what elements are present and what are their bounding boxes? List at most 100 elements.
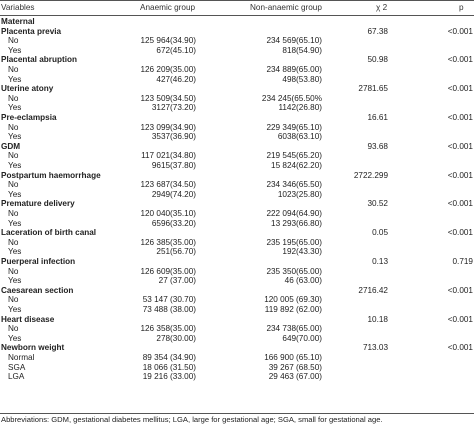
non-anaemic-cell: 120 005 (69.30) (264, 295, 322, 305)
group-label: Puerperal infection (1, 257, 76, 266)
non-anaemic-cell: 29 463 (67.00) (268, 372, 322, 382)
chi2-cell: 50.98 (367, 55, 389, 65)
anaemic-cell: 27 (37.00) (158, 276, 196, 286)
non-anaemic-cell: 119 892 (62.00) (264, 305, 322, 314)
row-label: Yes (8, 132, 22, 142)
non-anaemic-cell: 13 293(66.80) (271, 218, 322, 228)
p-cell: <0.001 (447, 141, 473, 151)
row-label: Normal (8, 353, 35, 362)
row-label: No (8, 295, 19, 305)
header-cell: p (459, 3, 464, 12)
group-label: Caesarean section (1, 285, 74, 295)
anaemic-cell: 123 687(34.50) (140, 180, 196, 190)
group-label: Premature delivery (1, 199, 75, 209)
anaemic-cell: 73 488 (38.00) (142, 305, 196, 314)
anaemic-cell: 19 216 (33.00) (142, 372, 196, 382)
row-label: No (8, 180, 19, 190)
anaemic-cell: 2949(74.20) (151, 189, 196, 199)
p-cell: <0.001 (447, 228, 473, 238)
row-label: No (8, 122, 19, 132)
non-anaemic-cell: 234 346(65.50) (266, 180, 322, 190)
header-rule (0, 15, 474, 16)
bottom-rule (0, 413, 474, 414)
row-label: Yes (8, 103, 22, 113)
non-anaemic-cell: 234 245(65.50% (261, 93, 322, 103)
row-label: No (8, 324, 19, 334)
chi2-cell: 30.52 (367, 199, 389, 209)
anaemic-cell: 89 354 (34.90) (142, 353, 196, 362)
row-label: Yes (8, 74, 22, 84)
anaemic-cell: 126 358(35.00) (140, 324, 196, 334)
anaemic-cell: 427(46.20) (156, 74, 196, 84)
anaemic-cell: 3537(36.90) (151, 132, 196, 142)
chi2-cell: 0.13 (372, 257, 388, 266)
row-label: No (8, 151, 19, 161)
row-label: No (8, 266, 19, 276)
non-anaemic-cell: 222 094(64.90) (266, 209, 322, 218)
non-anaemic-cell: 192(43.30) (282, 247, 322, 257)
anaemic-cell: 251(56.70) (156, 247, 196, 257)
header-cell: Variables (1, 3, 35, 12)
non-anaemic-cell: 39 267 (68.50) (268, 362, 322, 372)
anaemic-cell: 9615(37.80) (151, 161, 196, 170)
group-label: Newborn weight (1, 343, 65, 353)
chi2-cell: 2716.42 (358, 285, 388, 295)
row-label: Yes (8, 161, 22, 170)
chi2-cell: 2781.65 (358, 84, 388, 94)
row-label: Yes (8, 276, 22, 286)
p-cell: 0.719 (452, 257, 474, 266)
chi2-cell: 16.61 (367, 113, 389, 122)
p-cell: <0.001 (447, 113, 473, 122)
row-label: No (8, 237, 19, 247)
row-label: No (8, 36, 19, 46)
anaemic-cell: 123 099(34.90) (140, 122, 196, 132)
non-anaemic-cell: 235 195(65.00) (266, 237, 322, 247)
group-label: Heart disease (1, 314, 55, 324)
non-anaemic-cell: 649(70.00) (282, 333, 322, 343)
header-cell: χ 2 (376, 3, 388, 12)
non-anaemic-cell: 235 350(65.00) (266, 266, 322, 276)
group-label: Placental abruption (1, 55, 77, 65)
row-label: Yes (8, 218, 22, 228)
p-cell: <0.001 (447, 26, 473, 36)
chi2-cell: 93.68 (367, 141, 389, 151)
p-cell: <0.001 (447, 314, 473, 324)
row-label: No (8, 209, 19, 218)
row-label: Yes (8, 189, 22, 199)
non-anaemic-cell: 818(54.90) (282, 45, 322, 55)
anaemic-cell: 53 147 (30.70) (142, 295, 196, 305)
anaemic-cell: 278(30.00) (156, 333, 196, 343)
chi2-cell: 0.05 (372, 228, 388, 238)
group-label: Placenta previa (1, 26, 62, 36)
group-label: Maternal (1, 17, 35, 26)
non-anaemic-cell: 498(53.80) (282, 74, 322, 84)
non-anaemic-cell: 46 (63.00) (284, 276, 322, 286)
chi2-cell: 2722.299 (353, 170, 388, 180)
non-anaemic-cell: 1023(25.80) (277, 189, 322, 199)
group-label: Postpartum haemorrhage (1, 170, 101, 180)
row-label: No (8, 93, 19, 103)
non-anaemic-cell: 15 824(62.20) (271, 161, 322, 170)
anaemic-cell: 126 609(35.00) (140, 266, 196, 276)
anaemic-cell: 126 385(35.00) (140, 237, 196, 247)
non-anaemic-cell: 219 545(65.20) (266, 151, 322, 161)
chi2-cell: 713.03 (362, 343, 388, 353)
row-label: SGA (8, 362, 26, 372)
chi2-cell: 10.18 (367, 314, 389, 324)
non-anaemic-cell: 229 349(65.10) (266, 122, 322, 132)
anaemic-cell: 672(45.10) (156, 45, 196, 55)
group-label: GDM (1, 141, 21, 151)
row-label: Yes (8, 333, 22, 343)
p-cell: <0.001 (447, 343, 473, 353)
non-anaemic-cell: 234 738(65.00) (266, 324, 322, 334)
anaemic-cell: 120 040(35.10) (140, 209, 196, 218)
non-anaemic-cell: 234 889(65.00) (266, 65, 322, 74)
header-cell: Anaemic group (140, 3, 196, 12)
non-anaemic-cell: 166 900 (65.10) (264, 353, 322, 362)
group-label: Pre-eclampsia (1, 113, 57, 122)
p-cell: <0.001 (447, 55, 473, 65)
p-cell: <0.001 (447, 285, 473, 295)
footnote: Abbreviations: GDM, gestational diabetes… (1, 415, 383, 424)
chi2-cell: 67.38 (367, 26, 389, 36)
